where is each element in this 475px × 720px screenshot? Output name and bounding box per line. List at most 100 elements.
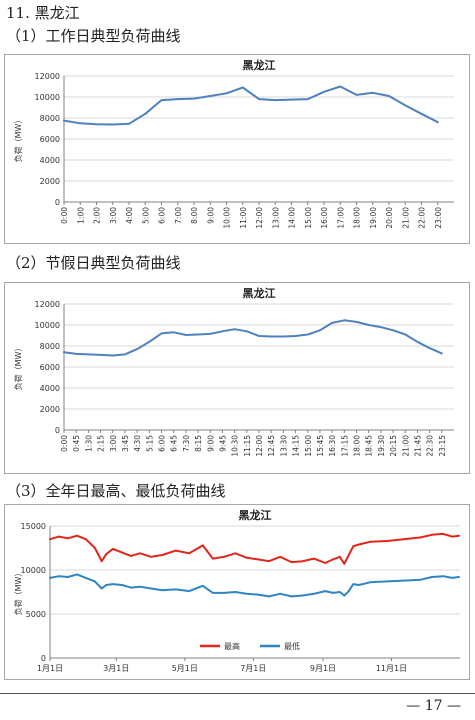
x-tick-label: 21:00 [401, 207, 410, 229]
data-point-min [369, 581, 371, 584]
x-tick-label: 9月1日 [310, 664, 336, 673]
data-point-max [174, 549, 177, 552]
data-point [416, 340, 419, 343]
data-point-min [431, 576, 433, 578]
data-point-max [301, 560, 304, 563]
x-tick-label: 12:00 [255, 207, 264, 229]
data-point [111, 354, 114, 357]
data-point-min [139, 585, 141, 588]
data-point-max [256, 558, 259, 561]
x-tick-label: 16:30 [328, 435, 337, 457]
data-point [172, 331, 175, 334]
data-point-max [139, 552, 141, 555]
data-point [392, 329, 394, 332]
data-point-max [201, 544, 204, 547]
load-series-line [63, 85, 439, 126]
x-tick-label: 0:00 [60, 435, 69, 452]
data-point-max [386, 540, 388, 542]
data-point-max [161, 554, 164, 556]
data-point-max [105, 553, 108, 556]
chart-frame [4, 54, 470, 244]
x-tick-label: 13:00 [271, 207, 280, 229]
data-point-min [150, 587, 153, 590]
data-point-min [451, 577, 453, 579]
x-tick-label: 1:00 [76, 207, 85, 224]
x-tick-label: 7月1日 [240, 664, 266, 673]
data-point [258, 98, 260, 100]
x-tick-label: 0:45 [72, 435, 81, 452]
data-point [319, 329, 321, 332]
data-point [197, 333, 200, 336]
y-tick-label: 6000 [40, 363, 60, 372]
data-point-min [105, 584, 108, 586]
data-point-max [369, 540, 371, 543]
data-point-min [94, 580, 96, 583]
x-tick-label: 15:45 [316, 435, 325, 457]
chart-title: 黑龙江 [243, 286, 276, 300]
x-tick-label: 17:15 [340, 435, 349, 457]
data-point-max [212, 557, 214, 560]
data-point-min [112, 583, 114, 585]
x-tick-label: 21:00 [401, 435, 410, 457]
x-tick-label: 10:30 [231, 435, 240, 457]
y-tick-label: 8000 [40, 342, 60, 351]
data-point [221, 330, 224, 333]
data-point-min [324, 590, 327, 592]
data-point-min [49, 577, 51, 579]
x-tick-label: 23:00 [434, 207, 443, 229]
x-tick-label: 1月1日 [37, 664, 63, 673]
x-tick-label: 11月1日 [376, 664, 407, 673]
y-tick-label: 0 [55, 426, 60, 435]
x-tick-label: 22:30 [426, 435, 435, 457]
data-point-max [347, 554, 350, 556]
data-point-max [223, 555, 226, 558]
data-point-min [290, 595, 293, 598]
x-tick-label: 1:30 [84, 435, 93, 452]
data-point-min [161, 589, 164, 592]
workday-load-chart: 黑龙江 负荷（MW） 0 2000 4000 6000 8000 10000 12000 0:00… [4, 54, 470, 244]
x-tick-label: 2:00 [93, 207, 102, 224]
legend-label: 最高 [224, 641, 240, 651]
x-tick-label: 19:30 [377, 435, 386, 457]
data-point-max [419, 536, 422, 539]
data-point-max [94, 547, 96, 549]
data-point-min [347, 590, 350, 592]
y-axis-label: 负荷（MW） [13, 569, 23, 616]
data-point-max [150, 555, 153, 558]
data-point-min [201, 584, 204, 587]
data-point-min [419, 578, 422, 581]
x-tick-label: 3:00 [109, 207, 118, 224]
data-point [87, 353, 90, 356]
x-tick-label: 2:15 [97, 435, 106, 452]
data-point-max [130, 555, 132, 557]
data-point-max [458, 534, 460, 537]
data-point [440, 352, 443, 355]
data-point-min [256, 593, 259, 596]
data-point-max [451, 535, 453, 538]
series-line-max [49, 532, 460, 565]
x-tick-label: 11:00 [239, 207, 248, 229]
y-tick-label: 2000 [40, 405, 60, 414]
x-tick-label: 14:00 [288, 207, 297, 229]
data-point-max [324, 562, 327, 564]
data-point [160, 99, 163, 101]
x-tick-label: 4:00 [125, 207, 134, 224]
data-point [245, 330, 248, 333]
x-tick-label: 9:45 [218, 435, 227, 452]
data-point [144, 112, 147, 115]
data-point-min [352, 583, 355, 585]
data-point [233, 328, 236, 331]
data-point [331, 322, 333, 324]
x-tick-label: 7:30 [182, 435, 191, 452]
data-point-max [58, 535, 60, 538]
x-tick-label: 5:00 [141, 207, 150, 224]
data-point-min [358, 584, 360, 586]
y-tick-label: 0 [55, 198, 60, 207]
x-tick-label: 15:00 [304, 207, 313, 229]
data-point [290, 98, 293, 101]
data-point [79, 122, 82, 125]
data-point-max [352, 545, 355, 548]
x-tick-label: 16:00 [320, 207, 329, 229]
